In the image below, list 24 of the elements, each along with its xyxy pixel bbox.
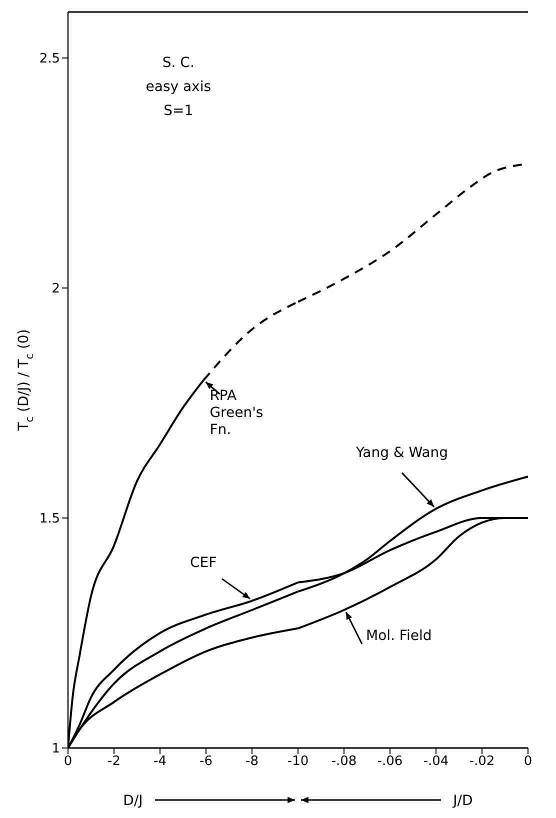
x-tick-label: -6 — [200, 754, 212, 770]
x-tick-label: -4 — [154, 754, 166, 770]
y-tick-label: 1.5 — [39, 512, 60, 527]
x-tick-label: -.06 — [377, 754, 403, 770]
annotation: S=1 — [164, 103, 194, 119]
x-tick-label: -8 — [246, 754, 258, 770]
y-tick-label: 2 — [52, 282, 60, 297]
text: CEF — [190, 554, 217, 571]
x-tick-label: -2 — [108, 754, 120, 770]
x-tick-label: -.04 — [423, 754, 449, 770]
x-tick-label: 0 — [524, 754, 532, 770]
legend-label: Mol. Field — [366, 628, 432, 644]
x-axis-title: D/J — [123, 793, 143, 809]
legend-label: RPA Green's Fn. — [210, 388, 264, 438]
x-tick-label: 0 — [64, 754, 72, 770]
y-tick-label: 1 — [52, 742, 60, 757]
x-axis-title: J/D — [452, 793, 473, 809]
x-tick-label: -.02 — [469, 754, 495, 770]
x-tick-label: -10 — [287, 754, 309, 770]
x-tick-label: -.08 — [331, 754, 357, 770]
annotation: easy axis — [146, 79, 212, 95]
text: Yang & Wang — [355, 444, 448, 461]
y-tick-label: 2.5 — [39, 52, 60, 67]
annotation: S. C. — [162, 55, 194, 71]
